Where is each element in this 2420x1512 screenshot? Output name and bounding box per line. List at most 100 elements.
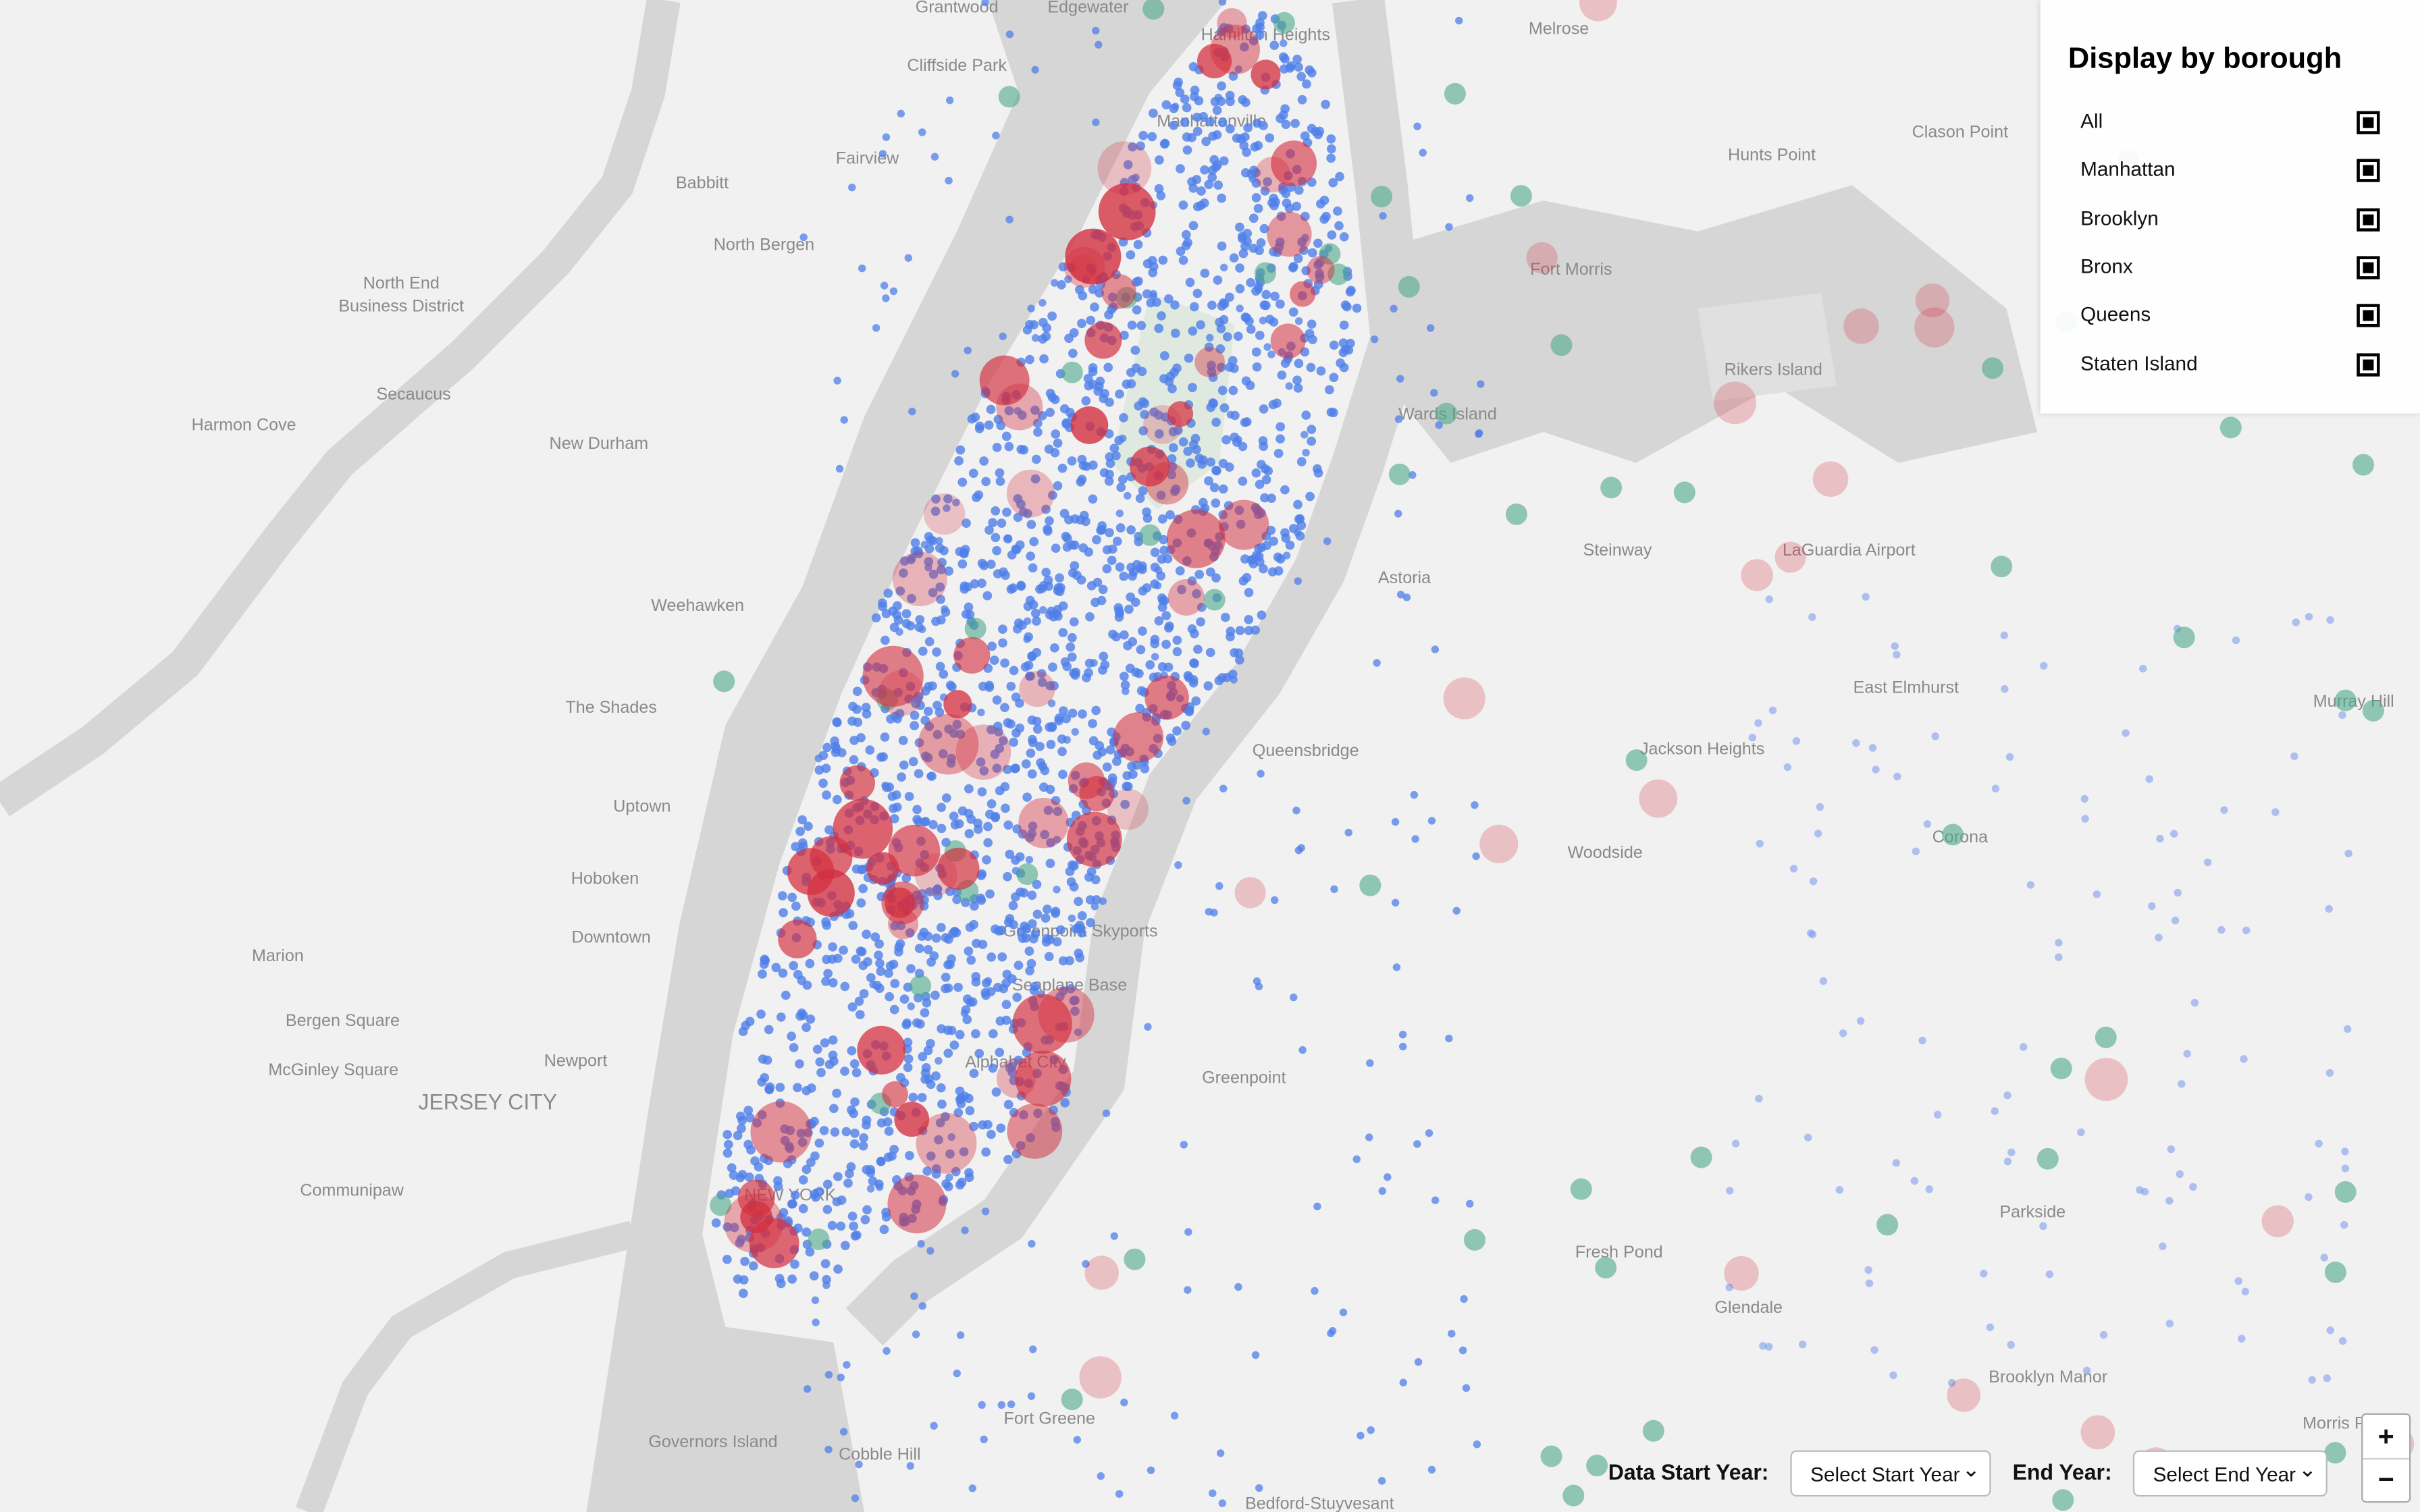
borough-checkbox[interactable]	[2357, 111, 2380, 134]
map-dot	[1168, 443, 1178, 453]
map-dot	[1069, 882, 1079, 892]
map-dot	[888, 606, 898, 616]
map-dot	[801, 1164, 812, 1174]
map-dot	[936, 595, 945, 604]
map-dot	[1025, 354, 1034, 364]
map-dot	[1783, 763, 1792, 772]
map-dot	[1161, 639, 1171, 649]
map-dot	[1153, 581, 1162, 590]
map-dot	[1759, 1342, 1767, 1350]
map-dot	[1083, 373, 1093, 383]
map-dot	[1003, 1154, 1013, 1164]
map-dot	[1870, 1346, 1878, 1354]
map-dot	[1377, 1477, 1386, 1485]
map-dot	[991, 506, 1001, 516]
map-dot	[1053, 481, 1063, 491]
map-dot	[1182, 132, 1192, 142]
map-dot	[2095, 1026, 2117, 1048]
map-dot	[1579, 0, 1617, 22]
map-dot	[2159, 1242, 2167, 1251]
zoom-out[interactable]: −	[2377, 1464, 2394, 1495]
map-dot	[1748, 734, 1757, 742]
map-dot	[1005, 849, 1015, 859]
map-dot	[1257, 460, 1266, 470]
map-dot	[1126, 592, 1136, 602]
map-dot	[1079, 776, 1115, 811]
map-dot	[1205, 567, 1215, 577]
map-dot	[951, 370, 959, 378]
map-dot	[757, 1077, 767, 1087]
map-dot	[1216, 324, 1226, 333]
map-dot	[1269, 40, 1280, 51]
borough-checkbox[interactable]	[2357, 159, 2380, 183]
map-dot	[1135, 564, 1145, 573]
map-dot	[1188, 326, 1198, 336]
map-dot	[840, 981, 850, 992]
map-dot	[1014, 961, 1024, 971]
map-dot	[1003, 765, 1012, 774]
map-dot	[1049, 643, 1059, 653]
map-dot	[1281, 119, 1291, 130]
map-dot	[1003, 820, 1014, 830]
map-dot	[1061, 1388, 1083, 1411]
zoom-in[interactable]: +	[2363, 1415, 2409, 1460]
map-dot	[932, 647, 941, 657]
map-dot	[935, 662, 945, 672]
map-dot	[1294, 185, 1304, 195]
map-dot	[921, 751, 930, 761]
map-dot	[1209, 483, 1219, 493]
map-dot	[1030, 405, 1040, 415]
map-dot	[1120, 330, 1129, 340]
map-dot	[1181, 241, 1191, 250]
borough-checkbox[interactable]	[2357, 256, 2380, 279]
map-dot	[748, 1261, 758, 1271]
map-dot	[821, 917, 831, 927]
map-dot	[2080, 1415, 2115, 1450]
map-dot	[1097, 141, 1152, 195]
borough-checkbox[interactable]	[2357, 352, 2380, 376]
map-dot	[1187, 576, 1197, 586]
map-label: Parkside	[1999, 1202, 2066, 1221]
map-dot	[1305, 491, 1315, 502]
map-dot	[1190, 85, 1200, 95]
map-dot	[1214, 93, 1223, 102]
map-dot	[851, 864, 862, 874]
map-dot	[1115, 562, 1125, 572]
map-dot	[945, 886, 955, 896]
map-dot	[996, 1058, 1036, 1098]
borough-checkbox[interactable]	[2357, 304, 2380, 327]
map-dot	[1479, 824, 1519, 863]
map-dot	[1336, 358, 1345, 368]
borough-checkbox[interactable]	[2357, 207, 2380, 231]
map-dot	[1225, 362, 1235, 372]
start-year-select[interactable]: Select Start Year	[1790, 1446, 1991, 1497]
map-dot	[1252, 362, 1262, 372]
map-dot	[918, 1302, 926, 1310]
map-dot	[1255, 18, 1265, 28]
map-dot	[1986, 1323, 1995, 1332]
map-dot	[1222, 332, 1232, 342]
map-dot	[881, 881, 924, 925]
map-dot	[1402, 593, 1411, 601]
map-dot	[984, 420, 994, 430]
map-dot	[1251, 347, 1261, 357]
map-dot	[961, 1226, 969, 1235]
map-dot	[1814, 830, 1822, 838]
map-dot	[1270, 323, 1306, 359]
map-dot	[1391, 817, 1400, 826]
map-dot	[1891, 642, 1899, 650]
map-dot	[891, 711, 900, 722]
map-dot	[855, 1460, 863, 1469]
map-dot	[1226, 124, 1235, 134]
map-dot	[905, 1151, 914, 1160]
map-dot	[1329, 373, 1339, 383]
map-dot	[799, 233, 808, 242]
map-dot	[1819, 977, 1828, 986]
map-dot	[1856, 1017, 1865, 1025]
map-dot	[797, 815, 808, 825]
end-year-select[interactable]: Select End Year	[2132, 1446, 2327, 1497]
map-dot	[891, 790, 901, 800]
map-dot	[1116, 483, 1126, 492]
map-dot	[1169, 487, 1180, 496]
map-dot	[812, 1044, 822, 1054]
